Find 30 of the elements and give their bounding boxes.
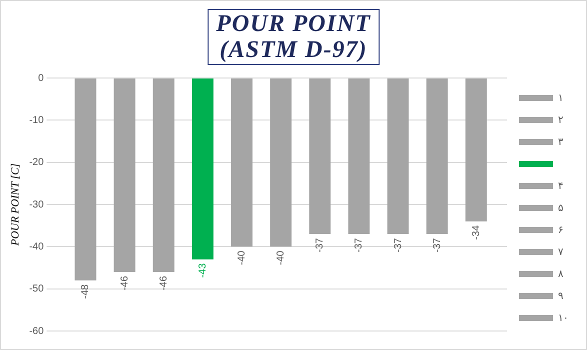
y-tick-label: -60: [29, 326, 44, 337]
data-label: -37: [314, 238, 326, 252]
legend-label: ۵: [558, 202, 563, 214]
legend-label: ۸: [558, 268, 564, 280]
y-tick-label: -10: [29, 114, 44, 126]
y-axis-title: POUR POINT [C]: [9, 163, 22, 247]
legend-label: ۱: [558, 92, 563, 104]
data-label: -46: [119, 276, 130, 290]
chart-title: POUR POINT (ASTM D-97): [207, 9, 380, 65]
legend-label: ۶: [558, 224, 563, 236]
legend-label: ۱۰: [558, 312, 568, 324]
data-label: -37: [392, 238, 404, 252]
data-label: -46: [158, 276, 170, 290]
data-label: -40: [236, 250, 248, 266]
data-label: -40: [276, 250, 287, 266]
data-label: -37: [432, 238, 443, 252]
y-tick-label: -50: [29, 284, 44, 295]
y-tick-label: 0: [38, 72, 44, 84]
y-tick-label: -40: [29, 241, 44, 252]
legend-label: ۴: [558, 180, 563, 192]
data-label: -48: [80, 284, 92, 299]
y-tick-label: -30: [29, 199, 44, 210]
legend-label: ۹: [558, 290, 563, 302]
legend-label: ۲: [558, 114, 563, 126]
data-label: -37: [354, 238, 365, 252]
data-label: -34: [470, 224, 482, 240]
y-tick-label: -20: [29, 157, 44, 168]
data-label: -43: [197, 262, 208, 278]
legend-label: ۳: [558, 136, 564, 148]
legend-label: ۷: [558, 246, 564, 258]
